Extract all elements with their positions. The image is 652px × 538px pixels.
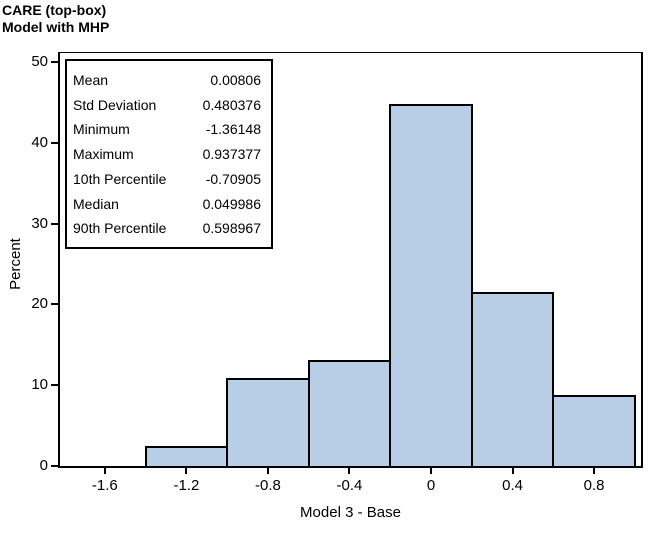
histogram-bar [144,446,229,466]
stats-row: Median 0.049986 [73,196,261,212]
x-axis-tick-label: -1.6 [91,477,118,494]
y-axis-tick [51,141,58,144]
stat-value: -0.70905 [205,170,261,187]
y-axis-tick [51,465,58,467]
chart-subtitle: Model with MHP [2,19,110,35]
x-axis-tick [593,468,596,474]
stat-value: 0.049986 [202,195,261,212]
stat-value: 0.480376 [202,96,261,113]
stats-row: 90th Percentile 0.598967 [73,220,261,236]
x-axis-tick-label: -1.2 [173,477,200,494]
y-axis-label: Percent [7,238,24,290]
stat-value: 0.598967 [202,220,261,237]
x-axis-tick-label: 0.4 [502,477,523,494]
stat-label: 10th Percentile [73,170,167,187]
stat-label: Std Deviation [73,96,157,113]
histogram-bar [470,291,555,466]
x-axis-tick [430,468,433,474]
y-axis-tick [51,303,58,306]
x-axis-tick-label: 0 [426,477,436,494]
x-axis-tick [348,468,351,474]
stats-row: Maximum 0.937377 [73,146,261,162]
histogram-bar [389,103,473,466]
stat-value: 0.00806 [210,71,261,88]
x-axis-tick-label: -0.4 [336,477,363,494]
stat-value: 0.937377 [202,146,261,162]
histogram-bar [307,359,392,466]
y-axis-tick [51,384,58,387]
histogram-bar [552,395,636,466]
y-axis-tick-label: 50 [31,52,48,70]
x-axis-label: Model 3 - Base [300,504,401,521]
stats-row: Minimum -1.36148 [73,121,261,137]
stat-label: Minimum [73,121,130,138]
y-axis-tick [51,222,58,225]
chart-title: CARE (top-box) [2,2,107,18]
x-axis-tick-label: 0.8 [583,477,605,494]
y-axis-tick-label: 0 [39,457,48,474]
y-axis-tick-label: 30 [31,214,48,232]
y-axis-tick [51,60,58,63]
y-axis-tick-label: 10 [31,376,48,394]
stat-value: -1.36148 [205,121,261,138]
stats-row: 10th Percentile -0.70905 [73,171,261,187]
x-axis-tick [185,468,188,474]
histogram-bar [226,377,310,466]
stats-row: Mean 0.00806 [73,72,261,88]
y-axis-tick-label: 40 [31,133,48,151]
x-axis-tick-label: -0.8 [254,477,281,494]
stat-label: Median [73,195,119,212]
plot-area [58,52,643,468]
stats-row: Std Deviation 0.480376 [73,97,261,113]
chart-title-block: CARE (top-box) Model with MHP [2,2,109,36]
x-axis-tick [266,468,269,474]
stat-label: Maximum [73,146,134,162]
x-axis-tick [103,468,106,474]
stats-box: Mean 0.00806 Std Deviation 0.480376 Minimum -… [65,59,273,249]
stat-label: Mean [73,71,109,88]
stat-label: 90th Percentile [73,220,167,237]
y-axis-tick-label: 20 [31,295,48,313]
x-axis-tick [511,468,514,474]
